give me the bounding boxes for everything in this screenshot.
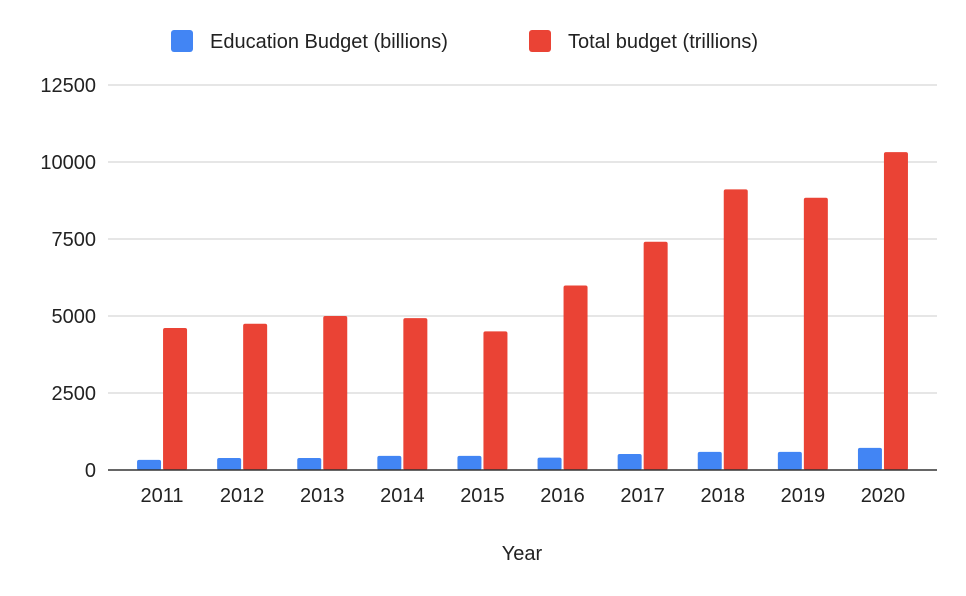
legend-label: Total budget (trillions) [568, 31, 758, 53]
x-tick-label: 2014 [380, 485, 425, 507]
x-axis-tick-labels: 2011 2012 2013 2014 2015 2016 2017 2018 2019 2020 [141, 485, 906, 507]
x-tick-label: 2015 [460, 485, 505, 507]
x-tick-label: 2019 [781, 485, 826, 507]
x-tick-label: 2011 [141, 485, 184, 507]
gridlines [108, 84, 937, 394]
bar-total-2015 [483, 331, 508, 470]
bar-education-2016 [537, 457, 562, 470]
bar-education-2014 [377, 455, 402, 470]
y-tick-label: 2500 [52, 383, 97, 405]
x-tick-label: 2013 [300, 485, 345, 507]
y-tick-label: 7500 [52, 229, 97, 251]
bar-education-2019 [777, 451, 802, 470]
x-axis-title: Year [502, 543, 543, 565]
bar-total-2018 [723, 189, 748, 471]
bar-education-2020 [857, 447, 882, 470]
bar-education-2017 [617, 453, 642, 470]
y-axis-tick-labels: 0 2500 5000 7500 10000 12500 [40, 75, 96, 482]
bar-total-2017 [643, 241, 668, 470]
y-tick-label: 10000 [40, 152, 96, 174]
x-tick-label: 2012 [220, 485, 265, 507]
bar-total-2011 [163, 328, 188, 470]
y-tick-label: 12500 [40, 75, 96, 97]
x-tick-label: 2020 [861, 485, 906, 507]
bar-education-2011 [137, 459, 162, 470]
bar-total-2014 [403, 318, 428, 470]
bar-education-2013 [297, 457, 322, 470]
y-tick-label: 5000 [52, 306, 97, 328]
bar-total-2013 [323, 316, 348, 470]
bar-education-2018 [697, 451, 722, 470]
x-tick-label: 2017 [620, 485, 665, 507]
bars [137, 152, 908, 471]
x-tick-label: 2016 [540, 485, 585, 507]
legend: Education Budget (billions) Total budget … [171, 30, 758, 53]
legend-label: Education Budget (billions) [210, 31, 448, 53]
bar-total-2019 [803, 197, 828, 470]
x-tick-label: 2018 [701, 485, 746, 507]
bar-total-2012 [243, 323, 268, 470]
bar-education-2015 [457, 455, 482, 470]
legend-swatch [529, 30, 551, 52]
bar-total-2016 [563, 285, 588, 470]
bar-total-2020 [883, 152, 908, 471]
bar-education-2012 [217, 457, 242, 470]
legend-swatch [171, 30, 193, 52]
y-tick-label: 0 [85, 460, 96, 482]
